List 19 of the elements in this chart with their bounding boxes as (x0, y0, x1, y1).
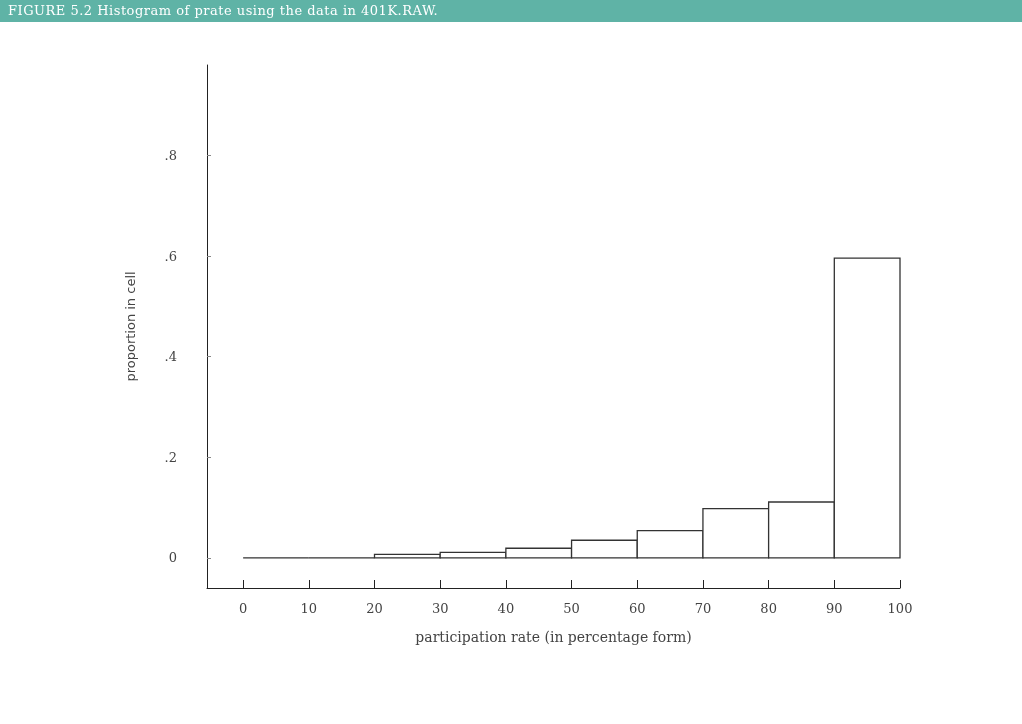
x-tick-label: 70 (694, 601, 712, 616)
x-tick-label: 60 (628, 601, 646, 616)
x-tick-label: 0 (238, 601, 248, 616)
y-tick-label: 0 (168, 550, 177, 566)
y-tick-label: .6 (164, 248, 177, 264)
x-tick-label: 100 (887, 601, 913, 616)
x-tick-label: 10 (300, 601, 318, 616)
x-tick-label: 50 (563, 601, 580, 616)
y-axis-title: proportion in cell (123, 271, 138, 382)
x-tick-label: 20 (366, 601, 383, 616)
x-axis-title: participation rate (in percentage form) (415, 629, 692, 645)
x-tick-label: 90 (826, 601, 843, 616)
chart-title: FIGURE 5.2 Histogram of prate using the data in 401K.RAW. (0, 0, 1022, 22)
y-tick-label: .8 (164, 148, 177, 164)
y-tick-label: .4 (164, 349, 177, 365)
x-tick-label: 30 (431, 601, 449, 616)
x-tick-label: 80 (760, 601, 777, 616)
y-tick-label: .2 (164, 449, 177, 465)
x-tick-label: 40 (497, 601, 515, 616)
